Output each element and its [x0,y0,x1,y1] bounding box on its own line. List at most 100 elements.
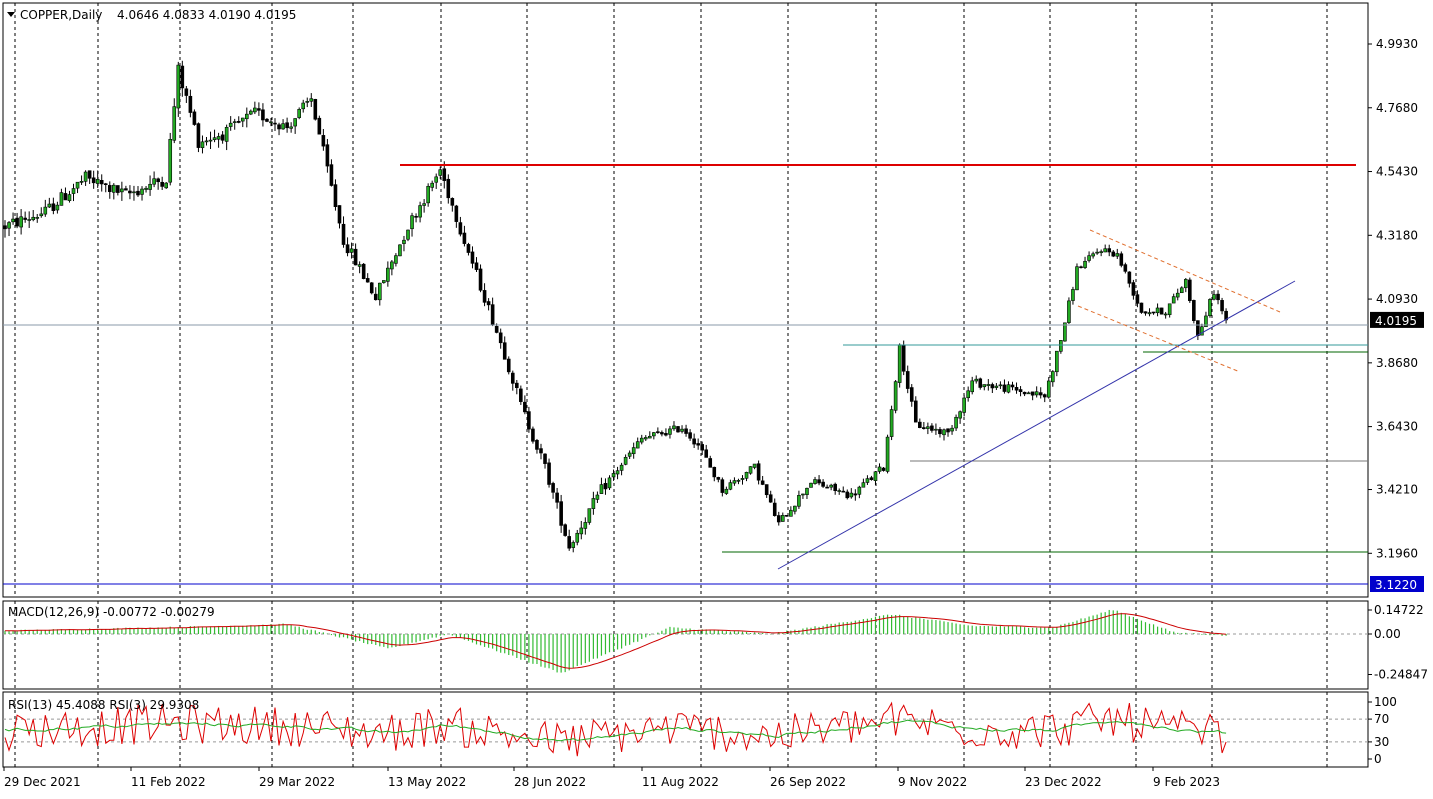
candle-body [361,263,366,279]
price-tick-label: 4.9930 [1376,37,1418,51]
candle-body [785,514,789,517]
date-tick-label: 9 Feb 2023 [1153,775,1220,789]
price-tick-label: 3.6430 [1376,420,1418,434]
main-panel-frame [2,2,1369,598]
candle-body [801,493,805,496]
candle-body [797,495,801,507]
candle-body [55,204,60,211]
candle-body [333,184,338,207]
macd-panel-frame [2,600,1369,690]
collapse-triangle-icon[interactable] [7,12,15,17]
candle-body [805,487,809,495]
candle-body [712,466,717,478]
price-tick-label: 3.1960 [1376,546,1418,560]
candle-body [249,110,253,115]
candle-body [595,494,600,500]
candle-body [1103,248,1107,253]
candle-body [390,261,394,270]
candle-body [1155,307,1160,314]
candle-body [83,171,88,182]
candle-body [184,88,189,96]
candle-body [958,411,962,419]
candle-body [301,102,306,110]
candle-body [1059,340,1063,352]
candle-body [474,262,479,270]
candle-body [341,223,346,245]
candle-body [1046,380,1051,398]
candle-body [1091,253,1095,257]
candle-body [708,458,713,468]
candle-body [144,187,148,190]
axis-layer: 4.9930 4.7680 4.5430 4.3180 4.0930 3.8680 3.64… [3,37,1428,789]
candle-body [716,477,721,480]
candle-body [897,344,902,383]
candle-body [124,188,128,191]
candle-body [3,225,7,230]
candle-body [905,371,910,389]
candle-body [591,498,596,509]
candle-body [466,244,471,253]
candle-body [563,524,567,536]
candle-body [913,400,918,423]
candle-body [776,515,781,523]
candle-body [772,502,777,516]
price-tick-label: 3.4210 [1376,483,1418,497]
candle-body [623,456,628,465]
date-tick-label: 11 Feb 2022 [131,775,206,789]
candle-body [494,326,499,333]
candle-body [285,122,289,129]
candle-body [930,425,934,431]
candle-body [998,384,1003,387]
candle-body [688,432,692,439]
candle-body [752,463,757,468]
candle-body [744,471,749,479]
candle-body [297,109,301,118]
candle-body [71,188,76,194]
candle-body [664,433,668,436]
candle-body [656,431,660,433]
low-price-tag [1370,576,1424,592]
candle-body [1002,384,1007,392]
price-tick-label: 4.7680 [1376,101,1418,115]
candle-body [1026,392,1031,395]
candle-body [1034,391,1039,396]
candle-body [938,429,942,435]
candle-body [289,126,293,129]
candle-body [877,466,882,472]
candle-body [75,181,80,189]
candle-body [587,508,592,523]
candle-body [1075,266,1079,291]
candle-body [349,248,354,253]
macd-signal-line [4,613,1227,669]
candle-body [740,478,745,480]
candle-body [245,113,249,120]
candle-body [502,342,507,360]
candle-body [1079,266,1083,269]
candle-body [680,428,684,432]
candle-body [128,190,132,194]
low-price-tag-label: 3.1220 [1375,578,1417,592]
macd-tick-label: -0.24847 [1374,668,1428,682]
candle-body [309,98,314,102]
candle-body [962,397,966,413]
candle-body [172,106,177,141]
candle-body [760,480,765,485]
candle-body [643,437,648,440]
candle-body [293,118,297,127]
rsi-tick-label: 70 [1374,712,1389,726]
candle-body [156,178,160,183]
candle-body [555,492,559,503]
candle-body [265,118,269,122]
candle-body [611,473,616,478]
candle-body [63,193,68,201]
candle-body [373,293,378,301]
candle-body [422,203,426,206]
candle-body [893,381,898,411]
candle-body [345,244,350,254]
symbol-title: COPPER,Daily [20,8,102,22]
candle-body [321,135,326,147]
candle-body [87,170,92,179]
candle-layer [3,60,1228,553]
candle-body [841,490,846,493]
candle-body [1139,302,1144,313]
